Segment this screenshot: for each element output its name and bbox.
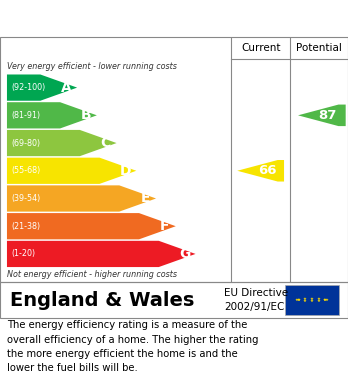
FancyArrow shape xyxy=(298,104,346,126)
FancyArrow shape xyxy=(7,241,196,267)
FancyArrow shape xyxy=(7,74,77,101)
Text: (21-38): (21-38) xyxy=(11,222,40,231)
Text: ★: ★ xyxy=(297,298,301,302)
FancyArrow shape xyxy=(7,158,136,184)
FancyArrow shape xyxy=(7,185,156,212)
Text: A: A xyxy=(61,81,71,95)
Text: (81-91): (81-91) xyxy=(11,111,40,120)
Text: Very energy efficient - lower running costs: Very energy efficient - lower running co… xyxy=(7,62,177,71)
FancyArrow shape xyxy=(7,102,97,129)
FancyArrow shape xyxy=(7,130,117,156)
Text: 66: 66 xyxy=(259,164,277,177)
Text: ★: ★ xyxy=(295,298,299,302)
Text: E: E xyxy=(140,192,150,206)
Text: ★: ★ xyxy=(317,299,321,303)
Text: ★: ★ xyxy=(324,298,328,302)
Text: 87: 87 xyxy=(318,109,337,122)
Text: ★: ★ xyxy=(322,298,326,302)
Text: (69-80): (69-80) xyxy=(11,138,40,147)
Text: ★: ★ xyxy=(317,298,321,301)
Text: Not energy efficient - higher running costs: Not energy efficient - higher running co… xyxy=(7,271,177,280)
Text: England & Wales: England & Wales xyxy=(10,291,195,310)
Text: (92-100): (92-100) xyxy=(11,83,45,92)
Text: G: G xyxy=(179,247,190,261)
Text: ★: ★ xyxy=(322,298,326,302)
Text: D: D xyxy=(119,164,131,178)
Text: ★: ★ xyxy=(297,298,301,302)
FancyArrow shape xyxy=(7,213,176,239)
Text: EU Directive
2002/91/EC: EU Directive 2002/91/EC xyxy=(224,288,288,312)
Text: Current: Current xyxy=(241,43,280,53)
Text: (1-20): (1-20) xyxy=(11,249,35,258)
Text: ★: ★ xyxy=(302,299,306,303)
Text: B: B xyxy=(80,108,91,122)
Text: ★: ★ xyxy=(302,298,306,301)
Text: ★: ★ xyxy=(310,299,314,303)
Text: C: C xyxy=(101,136,111,150)
Text: ★: ★ xyxy=(310,297,314,301)
Text: F: F xyxy=(160,219,169,233)
Text: The energy efficiency rating is a measure of the
overall efficiency of a home. T: The energy efficiency rating is a measur… xyxy=(7,320,259,373)
Text: Energy Efficiency Rating: Energy Efficiency Rating xyxy=(10,11,232,26)
Text: (55-68): (55-68) xyxy=(11,166,40,175)
Text: Potential: Potential xyxy=(296,43,342,53)
Bar xyxy=(285,285,339,315)
Text: (39-54): (39-54) xyxy=(11,194,40,203)
FancyArrow shape xyxy=(237,160,284,181)
